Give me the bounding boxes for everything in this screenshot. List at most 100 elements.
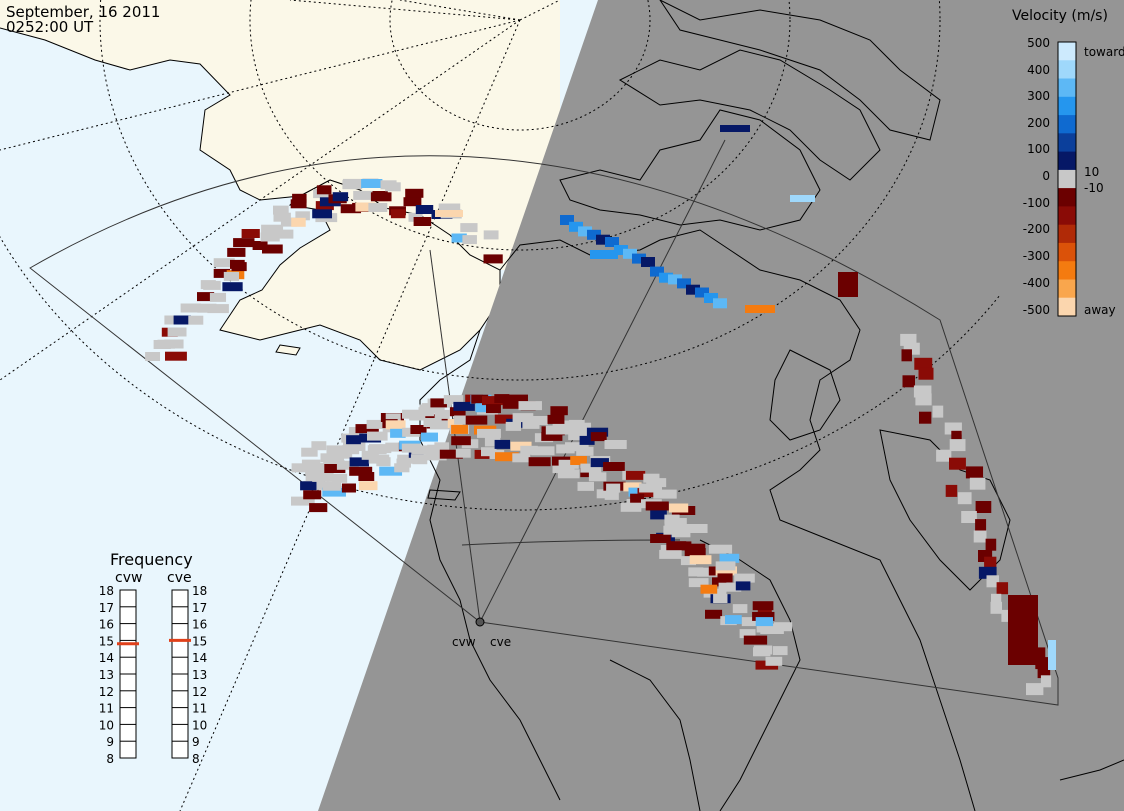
- backscatter-cell: [415, 205, 434, 214]
- backscatter-cell: [451, 233, 467, 243]
- backscatter-cell: [932, 405, 944, 418]
- velocity-colorbar: Velocity (m/s) 500 400 300 200 100 10 0 …: [1000, 0, 1124, 325]
- frequency-tick-label: 17: [192, 601, 207, 615]
- backscatter-cell: [901, 349, 912, 362]
- backscatter-cell: [421, 432, 438, 442]
- backscatter-cell: [957, 492, 972, 505]
- backscatter-cell: [565, 442, 589, 452]
- frequency-tick-label: 9: [192, 735, 200, 749]
- backscatter-cell: [418, 407, 434, 417]
- frequency-tick-label: 13: [99, 668, 114, 682]
- backscatter-cell: [579, 435, 595, 445]
- backscatter-cell: [902, 375, 916, 388]
- backscatter-cell: [717, 573, 733, 583]
- backscatter-cell: [580, 463, 602, 473]
- frequency-tick-label: 12: [99, 685, 114, 699]
- backscatter-cell: [668, 274, 682, 285]
- colorbar-segment: [1058, 279, 1076, 299]
- backscatter-cell: [550, 406, 568, 416]
- backscatter-cell: [659, 272, 673, 283]
- backscatter-cell: [568, 431, 589, 441]
- frequency-label-cve: cve: [167, 570, 192, 586]
- backscatter-cell: [425, 451, 447, 461]
- backscatter-cell: [630, 493, 645, 503]
- backscatter-cell: [455, 448, 471, 458]
- velocity-tick-minus10: -10: [1084, 181, 1104, 195]
- backscatter-cell: [604, 490, 619, 500]
- backscatter-cell: [512, 413, 534, 423]
- backscatter-cell: [385, 420, 406, 430]
- backscatter-cell: [291, 217, 306, 227]
- backscatter-cell: [291, 496, 315, 506]
- backscatter-cell: [587, 229, 601, 240]
- backscatter-cell: [645, 501, 669, 511]
- backscatter-cell: [273, 212, 291, 222]
- backscatter-cell: [558, 459, 579, 469]
- velocity-tick-100: 100: [1027, 142, 1050, 156]
- backscatter-cell: [376, 457, 391, 467]
- frequency-tick-label: 15: [192, 634, 207, 648]
- backscatter-cell: [760, 625, 784, 634]
- backscatter-cell: [757, 606, 772, 616]
- backscatter-cell: [430, 398, 447, 408]
- backscatter-cell: [560, 215, 574, 225]
- backscatter-cell: [292, 193, 307, 203]
- backscatter-cell: [483, 230, 499, 240]
- frequency-tick-label: 13: [192, 668, 207, 682]
- backscatter-cell: [439, 449, 463, 459]
- backscatter-cell: [477, 428, 501, 438]
- backscatter-cell: [965, 466, 984, 479]
- backscatter-cell: [623, 248, 637, 259]
- backscatter-cell: [914, 357, 933, 370]
- backscatter-cell: [531, 416, 548, 425]
- backscatter-cell: [949, 439, 966, 452]
- backscatter-cell: [985, 538, 997, 551]
- backscatter-cell: [227, 247, 246, 257]
- backscatter-cell: [475, 403, 493, 413]
- frequency-tick-label: 18: [192, 584, 207, 598]
- backscatter-cell: [700, 584, 718, 594]
- backscatter-cell: [741, 617, 757, 627]
- frequency-tick-label: 12: [192, 685, 207, 699]
- backscatter-cell: [410, 425, 427, 434]
- velocity-tick-minus400: -400: [1023, 276, 1050, 290]
- backscatter-cell: [413, 217, 432, 226]
- backscatter-cell: [252, 241, 268, 250]
- backscatter-cell: [429, 420, 451, 430]
- backscatter-cell: [336, 460, 359, 470]
- frequency-tick-label: 14: [192, 651, 207, 665]
- colorbar-segment: [1058, 169, 1076, 189]
- backscatter-cell: [454, 415, 475, 425]
- frequency-label-cvw: cvw: [115, 570, 142, 586]
- backscatter-cell: [506, 394, 528, 404]
- backscatter-cell: [588, 472, 607, 482]
- backscatter-cell: [180, 303, 202, 313]
- backscatter-cell: [261, 224, 284, 234]
- backscatter-cell: [991, 593, 1002, 606]
- backscatter-cell: [1037, 666, 1051, 679]
- backscatter-cell: [545, 425, 570, 435]
- backscatter-cell: [367, 431, 388, 441]
- backscatter-cell: [689, 555, 712, 565]
- backscatter-cell: [688, 567, 704, 577]
- backscatter-cell: [300, 481, 317, 491]
- colorbar-segment: [1058, 96, 1076, 116]
- backscatter-cell: [358, 481, 378, 491]
- frequency-tick-label: 16: [99, 618, 114, 632]
- backscatter-cell: [623, 482, 642, 492]
- backscatter-cell: [683, 524, 708, 533]
- backscatter-cell: [918, 367, 934, 380]
- backscatter-cell: [774, 622, 793, 632]
- backscatter-cell: [322, 481, 342, 491]
- velocity-tick-0: 0: [1042, 169, 1050, 183]
- backscatter-cell: [969, 477, 986, 490]
- backscatter-cell: [975, 519, 987, 532]
- backscatter-cell: [494, 414, 515, 424]
- backscatter-cell: [322, 487, 346, 497]
- radar-fov-outline: [29, 139, 1059, 706]
- backscatter-cell: [451, 436, 471, 446]
- velocity-scale-title: Velocity (m/s): [1012, 8, 1108, 24]
- backscatter-cell: [708, 544, 733, 554]
- night-coastlines: [419, 0, 1124, 811]
- velocity-tick-500: 500: [1027, 36, 1050, 50]
